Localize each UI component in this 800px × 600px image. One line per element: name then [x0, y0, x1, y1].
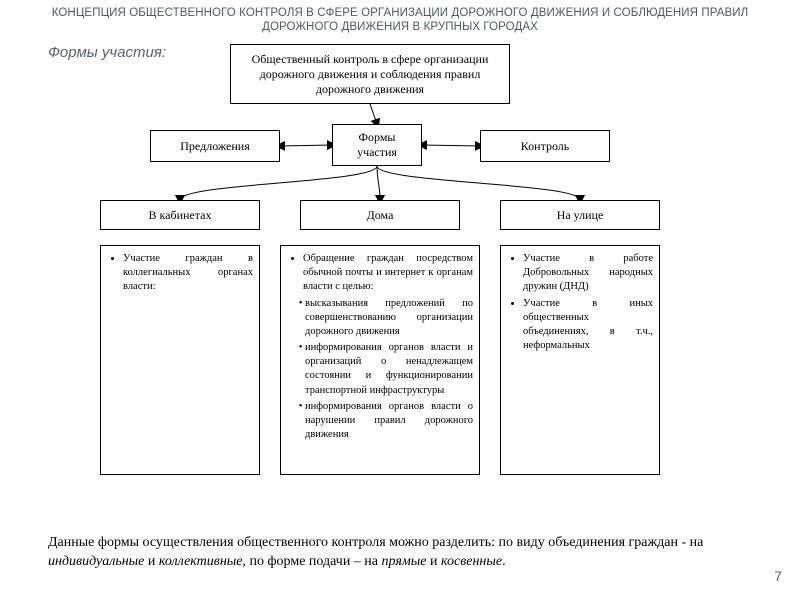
- node-home: Дома: [300, 200, 460, 230]
- footer-text: Данные формы осуществления общественного…: [48, 534, 740, 572]
- detail-item: Участие в иных общественных объединениях…: [523, 297, 653, 354]
- detail-item: Обращение граждан посредством обычной по…: [303, 252, 473, 295]
- node-proposals: Предложения: [150, 130, 280, 162]
- details-home: Обращение граждан посредством обычной по…: [280, 245, 480, 475]
- node-forms: Формы участия: [332, 124, 422, 166]
- detail-item: высказывания предложений по совершенство…: [305, 297, 473, 340]
- page-number: 7: [774, 568, 782, 584]
- node-offices: В кабинетах: [100, 200, 260, 230]
- details-street: Участие в работе Добровольных народных д…: [500, 245, 660, 475]
- node-root: Общественный контроль в сфере организаци…: [230, 44, 510, 104]
- details-offices: Участие граждан в коллегиальных органах …: [100, 245, 260, 475]
- subtitle: Формы участия:: [48, 44, 166, 61]
- detail-item: Участие в работе Добровольных народных д…: [523, 252, 653, 295]
- detail-item: информирования органов власти и организа…: [305, 341, 473, 398]
- detail-item: Участие граждан в коллегиальных органах …: [123, 252, 253, 295]
- node-control: Контроль: [480, 130, 610, 162]
- page: КОНЦЕПЦИЯ ОБЩЕСТВЕННОГО КОНТРОЛЯ В СФЕРЕ…: [0, 0, 800, 600]
- node-street: На улице: [500, 200, 660, 230]
- detail-item: информирования органов власти о нарушени…: [305, 400, 473, 443]
- main-title: КОНЦЕПЦИЯ ОБЩЕСТВЕННОГО КОНТРОЛЯ В СФЕРЕ…: [40, 6, 760, 35]
